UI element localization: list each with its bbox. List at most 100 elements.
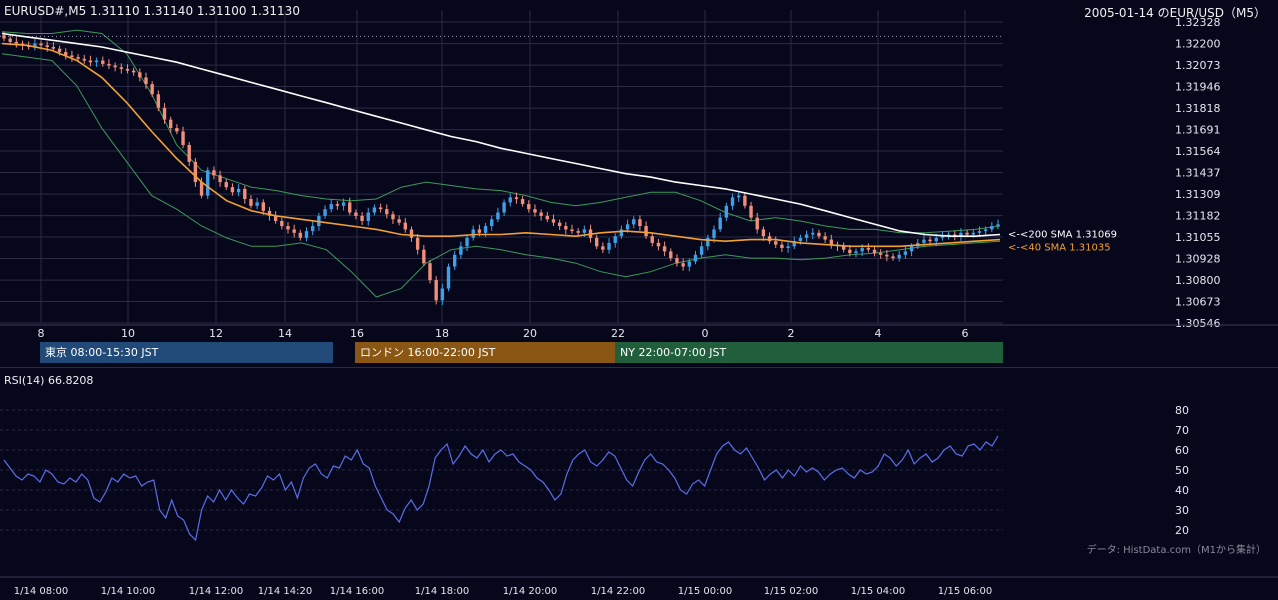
candle-body xyxy=(8,38,12,42)
candle-body xyxy=(576,231,580,233)
candle-body xyxy=(385,209,389,215)
candle-body xyxy=(687,261,692,267)
candle-body xyxy=(706,237,710,247)
candle-body xyxy=(422,249,426,264)
candle-body xyxy=(434,280,438,301)
candle-body xyxy=(699,246,704,255)
rsi-chart: 80 70 60 50 40 30 20 1/14 08:00 1/14 10:00 1/14 1… xyxy=(0,404,1278,597)
candle-body xyxy=(539,212,543,216)
candle-body xyxy=(33,43,37,47)
rsi-tick-label: 80 xyxy=(1175,404,1189,417)
rsi-tick-label: 60 xyxy=(1175,444,1189,457)
candle-body xyxy=(885,254,889,257)
candle-body xyxy=(514,197,519,200)
candle-body xyxy=(341,202,346,206)
price-tick-label: 1.30800 xyxy=(1175,274,1221,287)
hour-tick-label: 10 xyxy=(121,327,135,340)
rsi-tick-label: 40 xyxy=(1175,484,1189,497)
price-tick-label: 1.30546 xyxy=(1175,317,1221,330)
price-tick-label: 1.31818 xyxy=(1175,102,1221,115)
candle-body xyxy=(749,205,753,218)
candle-body xyxy=(329,204,333,210)
datetime-tick-label: 1/14 20:00 xyxy=(503,586,557,597)
candle-body xyxy=(983,229,988,232)
hour-tick-label: 20 xyxy=(523,327,537,340)
candle-body xyxy=(144,77,148,85)
candle-body xyxy=(502,202,506,213)
candle-body xyxy=(483,226,488,233)
rsi-tick-label: 50 xyxy=(1175,464,1189,477)
candle-body xyxy=(360,215,364,221)
candle-body xyxy=(125,68,130,71)
candle-body xyxy=(366,212,370,221)
rsi-tick-label: 30 xyxy=(1175,504,1189,517)
candle-body xyxy=(854,251,858,254)
candle-body xyxy=(138,72,142,78)
sma40-line xyxy=(1,42,1001,248)
candle-body xyxy=(57,48,62,53)
candle-body xyxy=(162,107,167,120)
candle-body xyxy=(452,254,457,267)
candle-body xyxy=(990,226,994,230)
datetime-tick-label: 1/15 04:00 xyxy=(851,586,905,597)
price-tick-label: 1.31055 xyxy=(1175,231,1221,244)
hour-tick-label: 8 xyxy=(38,327,45,340)
candle-body xyxy=(119,67,124,69)
candle-body xyxy=(903,251,908,255)
candle-body xyxy=(953,234,957,237)
hour-tick-label: 4 xyxy=(875,327,882,340)
datetime-tick-label: 1/14 14:20 xyxy=(258,586,312,597)
candle-body xyxy=(459,246,463,255)
candle-body xyxy=(378,207,383,210)
candle-body xyxy=(292,229,296,233)
candle-body xyxy=(372,207,377,213)
bollinger-lower-line xyxy=(1,53,1001,298)
price-tick-label: 1.30673 xyxy=(1175,296,1221,309)
candle-body xyxy=(644,226,648,237)
candle-body xyxy=(977,231,982,233)
datetime-tick-label: 1/14 22:00 xyxy=(591,586,645,597)
hour-tick-label: 2 xyxy=(788,327,795,340)
candle-body xyxy=(236,188,241,193)
candle-body xyxy=(206,170,210,196)
candle-body xyxy=(786,246,790,249)
candle-body xyxy=(743,195,747,206)
hour-tick-label: 16 xyxy=(350,327,364,340)
candle-body xyxy=(533,209,537,213)
candle-body xyxy=(872,249,877,254)
price-tick-label: 1.31182 xyxy=(1175,210,1221,223)
price-tick-label: 1.32073 xyxy=(1175,59,1221,72)
price-tick-label: 1.31309 xyxy=(1175,188,1221,201)
candle-body xyxy=(440,288,445,301)
candle-body xyxy=(817,232,821,237)
candle-body xyxy=(940,236,945,238)
candle-body xyxy=(150,84,154,95)
candle-body xyxy=(897,254,901,259)
candle-body xyxy=(310,226,315,232)
candle-body xyxy=(823,236,827,240)
candle-body xyxy=(564,226,568,230)
datetime-tick-label: 1/15 00:00 xyxy=(678,586,732,597)
candle-body xyxy=(199,182,204,196)
candle-body xyxy=(662,246,667,252)
candle-body xyxy=(348,202,352,213)
candle-body xyxy=(767,236,772,242)
candle-body xyxy=(212,170,216,176)
rsi-line xyxy=(3,435,999,542)
candle-body xyxy=(64,52,68,56)
candle-body xyxy=(582,229,587,233)
candle-body xyxy=(841,246,846,250)
candle-body xyxy=(224,182,228,188)
datetime-tick-label: 1/14 10:00 xyxy=(101,586,155,597)
candle-body xyxy=(403,222,408,230)
candle-body xyxy=(520,199,525,205)
candle-body xyxy=(45,45,49,47)
candle-body xyxy=(323,209,327,216)
candle-body xyxy=(335,204,340,206)
candle-body xyxy=(446,266,451,289)
candle-body xyxy=(471,229,475,238)
candle-body xyxy=(168,119,173,129)
symbol-ohlc-title: EURUSD#,M5 1.31110 1.31140 1.31100 1.311… xyxy=(4,4,300,18)
candle-body xyxy=(675,258,679,264)
candle-body xyxy=(527,204,531,210)
